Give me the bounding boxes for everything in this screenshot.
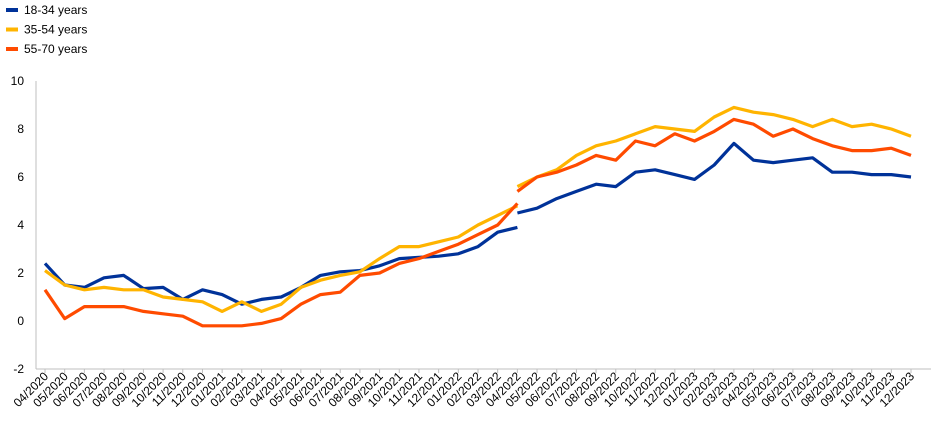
series-line-35-54-years [516, 105, 912, 189]
legend-label: 18-34 years [24, 3, 87, 17]
y-tick-label: -2 [13, 362, 24, 376]
y-tick-label: 2 [17, 266, 24, 280]
series-line-18-34-years [517, 141, 912, 215]
legend-swatch [6, 47, 18, 51]
legend-label: 55-70 years [24, 42, 87, 56]
series-line-55-70-years [43, 202, 519, 328]
series-35-54-years [44, 105, 912, 313]
plot-lines [43, 105, 912, 328]
series-18-34-years [43, 141, 912, 306]
series-line-55-70-years [516, 117, 912, 193]
y-tick-label: 8 [17, 122, 24, 136]
series-55-70-years [43, 117, 912, 328]
legend: 18-34 years 35-54 years 55-70 years [6, 3, 87, 56]
y-tick-label: 0 [17, 314, 24, 328]
y-tick-label: 10 [11, 74, 25, 88]
y-tick-label: 6 [17, 170, 24, 184]
y-axis: -2 0 2 4 6 8 10 [11, 74, 37, 376]
series-line-18-34-years [43, 225, 518, 306]
legend-swatch [6, 8, 18, 12]
series-line-35-54-years [44, 204, 519, 313]
x-axis: 04/202005/202006/202007/202008/202009/20… [11, 368, 931, 410]
y-tick-label: 4 [17, 218, 24, 232]
legend-swatch [6, 27, 18, 32]
legend-label: 35-54 years [24, 23, 87, 37]
